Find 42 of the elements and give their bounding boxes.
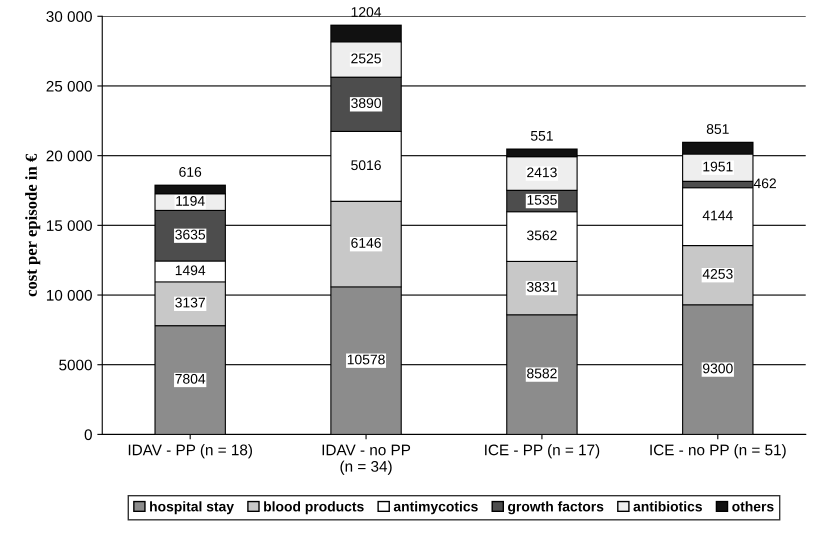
y-tick-label: 5000: [59, 360, 92, 370]
legend-label: growth factors: [508, 501, 604, 514]
legend-label: blood products: [264, 501, 364, 514]
data-label: 851: [706, 124, 729, 134]
y-tick-label: 20 000: [46, 150, 92, 162]
x-tick-label: ICE - PP (n = 17): [485, 444, 600, 458]
data-label: 3635: [175, 230, 206, 240]
data-label: 7804: [175, 374, 206, 384]
data-label: 4253: [702, 269, 733, 279]
y-tick-label: 25 000: [46, 80, 92, 92]
data-label: 8582: [527, 368, 557, 378]
data-label: 4144: [702, 210, 733, 220]
data-label: 3562: [527, 230, 557, 240]
data-label: 2525: [351, 53, 381, 64]
data-label: 3137: [175, 298, 205, 308]
data-label: 5016: [351, 160, 381, 170]
data-label: 1204: [352, 7, 382, 17]
data-label: 2413: [527, 167, 557, 178]
data-label: 9300: [703, 363, 733, 374]
data-label: 3890: [351, 98, 381, 108]
data-label: 1194: [176, 196, 205, 206]
y-tick-label: 10 000: [46, 290, 92, 301]
data-label: 1494: [176, 265, 206, 276]
legend-label: hospital stay: [150, 501, 234, 514]
y-tick-label: 0: [84, 429, 92, 440]
data-label: 1951: [703, 162, 733, 172]
data-label: 3831: [527, 282, 557, 292]
data-label: 6146: [351, 238, 381, 248]
legend-label: antimycotics: [394, 501, 478, 514]
y-tick-label: 30 000: [46, 11, 92, 22]
data-label: 1535: [528, 194, 557, 205]
x-tick-label: IDAV - PP (n = 18): [128, 444, 252, 458]
data-label: 10578: [348, 354, 385, 364]
data-label: 551: [530, 131, 553, 141]
x-tick-label: IDAV - no PP (n = 34): [322, 444, 410, 475]
x-tick-label: ICE - no PP (n = 51): [650, 444, 786, 458]
data-label: 616: [179, 167, 202, 177]
y-tick-label: 15 000: [46, 220, 92, 232]
legend-label: antibiotics: [633, 501, 702, 512]
y-axis-title: cost per episode in €: [25, 154, 40, 296]
legend-label: others: [732, 501, 774, 512]
data-label: 462: [754, 178, 776, 188]
